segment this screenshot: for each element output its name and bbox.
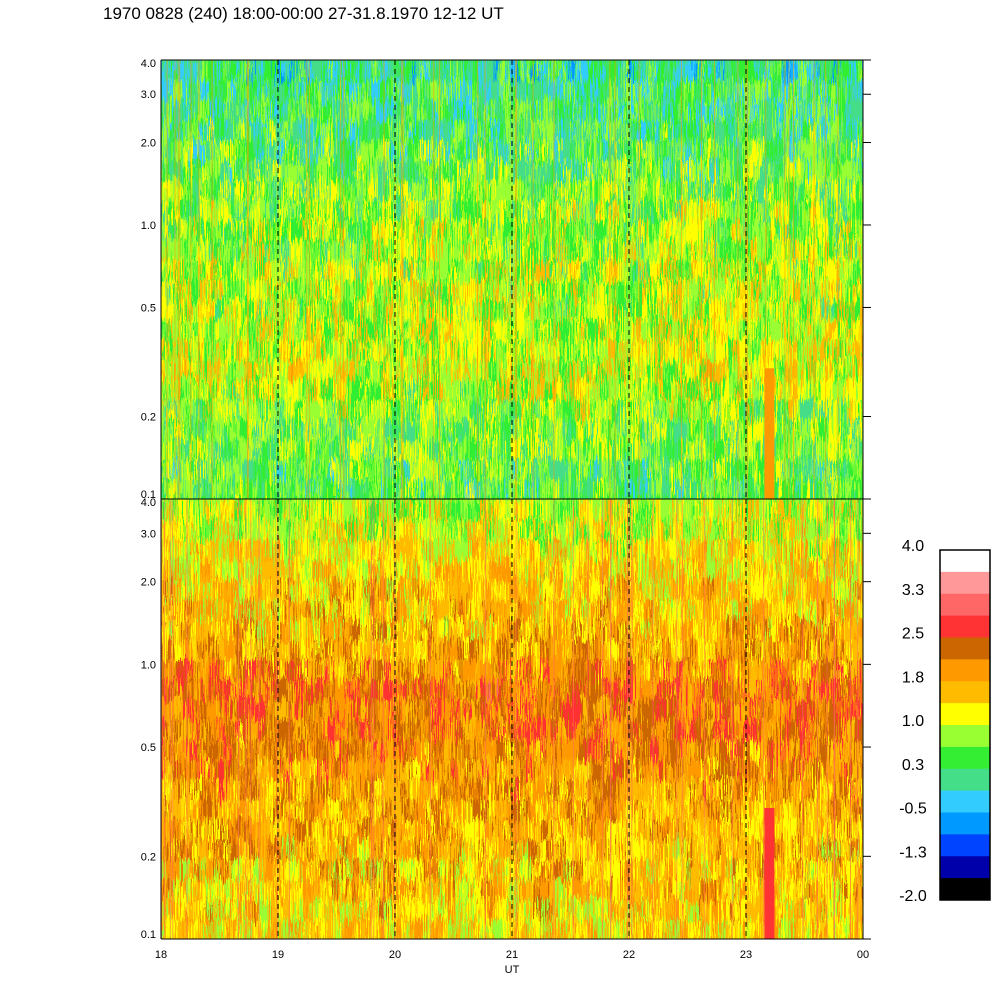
x-tick-label: 20 bbox=[389, 949, 401, 961]
colorbar-swatch bbox=[940, 593, 990, 617]
y-tick-label: 0.1 bbox=[141, 489, 156, 501]
y-tick-label: 3.0 bbox=[141, 89, 156, 101]
colorbar-swatch bbox=[940, 878, 990, 901]
colorbar-swatch bbox=[940, 725, 990, 748]
y-tick-label: 3.0 bbox=[141, 528, 156, 540]
colorbar-swatch bbox=[940, 659, 990, 682]
colorbar-label: -2.0 bbox=[899, 888, 927, 905]
colorbar-label: 1.0 bbox=[902, 713, 924, 730]
colorbar-label: -0.5 bbox=[899, 801, 927, 818]
x-tick-label: 18 bbox=[155, 949, 167, 961]
y-tick-label: 2.0 bbox=[141, 577, 156, 589]
y-tick-label: 0.2 bbox=[141, 412, 156, 424]
colorbar-swatch bbox=[940, 550, 990, 573]
colorbar-swatch bbox=[940, 681, 990, 704]
colorbar-swatch bbox=[940, 812, 990, 835]
heatmap-cells bbox=[161, 499, 863, 939]
colorbar-swatch bbox=[940, 746, 990, 770]
colorbar-swatch bbox=[940, 571, 990, 595]
x-tick-label: 19 bbox=[272, 949, 284, 961]
y-tick-label: 1.0 bbox=[141, 220, 156, 232]
colorbar-label: 0.3 bbox=[902, 757, 924, 774]
x-tick-label: 23 bbox=[740, 949, 752, 961]
colorbar-swatch bbox=[940, 637, 990, 660]
y-tick-label: 0.5 bbox=[141, 742, 156, 754]
colorbar-label: 4.0 bbox=[902, 538, 924, 555]
colorbar-swatch bbox=[940, 615, 990, 638]
x-axis-label: UT bbox=[505, 964, 520, 976]
x-tick-label: 22 bbox=[623, 949, 635, 961]
x-tick-label: 00 bbox=[857, 949, 869, 961]
colorbar-swatch bbox=[940, 768, 990, 792]
heatmap-cells bbox=[161, 60, 863, 499]
feature-band bbox=[764, 368, 775, 499]
x-tick-label: 21 bbox=[506, 949, 518, 961]
y-tick-label: 0.2 bbox=[141, 851, 156, 863]
y-tick-label: 4.0 bbox=[141, 58, 156, 70]
y-tick-label: 2.0 bbox=[141, 137, 156, 149]
colorbar-label: 1.8 bbox=[902, 669, 924, 686]
colorbar-swatch bbox=[940, 856, 990, 879]
y-tick-label: 1.0 bbox=[141, 659, 156, 671]
colorbar-label: 3.3 bbox=[902, 582, 924, 599]
colorbar-label: -1.3 bbox=[899, 844, 927, 861]
colorbar-frame bbox=[939, 549, 991, 901]
colorbar-swatch bbox=[940, 790, 990, 813]
y-tick-label: 0.1 bbox=[141, 929, 156, 941]
y-tick-label: 0.5 bbox=[141, 302, 156, 314]
colorbar-swatch bbox=[940, 703, 990, 726]
y-tick-label: 4.0 bbox=[141, 497, 156, 509]
colorbar-label: 2.5 bbox=[902, 626, 924, 643]
chart-title: 1970 0828 (240) 18:00-00:00 27-31.8.1970… bbox=[103, 4, 504, 23]
feature-band bbox=[764, 807, 775, 939]
colorbar-swatch bbox=[940, 834, 990, 857]
